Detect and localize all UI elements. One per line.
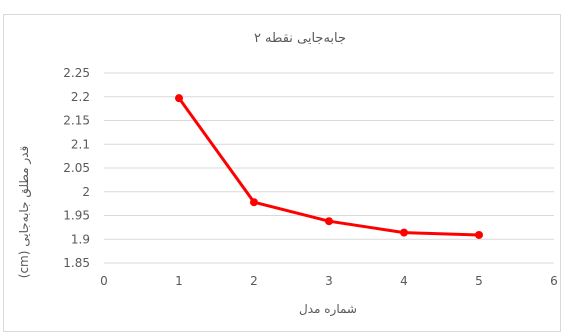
data-point (400, 228, 408, 237)
y-tick-label: 1.9 (71, 232, 90, 246)
y-tick-label: 2.15 (63, 114, 90, 128)
x-tick-label: 0 (100, 274, 108, 288)
x-tick-label: 3 (325, 274, 333, 288)
y-tick-label: 1.85 (63, 256, 90, 270)
x-tick-labels: 0 1 2 3 4 5 6 (100, 274, 558, 288)
series-line (177, 97, 480, 237)
gridlines (104, 72, 554, 264)
y-tick-label: 2.05 (63, 161, 90, 175)
y-tick-label: 2 (82, 185, 90, 199)
data-point (175, 94, 183, 103)
y-axis-label: قدر مطلق جابه‌جایی (cm) (17, 146, 32, 278)
chart-frame (3, 14, 561, 332)
y-tick-label: 2.2 (71, 90, 90, 104)
data-point (250, 198, 258, 207)
y-tick-label: 2.25 (63, 66, 90, 80)
x-tick-label: 2 (250, 274, 258, 288)
y-tick-labels: 1.85 1.9 1.95 2 2.05 2.1 2.15 2.2 2.25 (63, 66, 90, 270)
x-tick-label: 6 (550, 274, 558, 288)
x-tick-label: 5 (475, 274, 483, 288)
series-layer (175, 94, 483, 239)
data-point (325, 217, 333, 226)
y-tick-label: 1.95 (63, 209, 90, 223)
x-tick-label: 4 (400, 274, 408, 288)
chart-title: جابه‌جایی نقطه ۲ (254, 31, 346, 46)
data-point (475, 230, 483, 239)
y-tick-label: 2.1 (71, 137, 90, 151)
x-axis-label: شماره مدل (299, 302, 357, 317)
x-tick-label: 1 (175, 274, 183, 288)
